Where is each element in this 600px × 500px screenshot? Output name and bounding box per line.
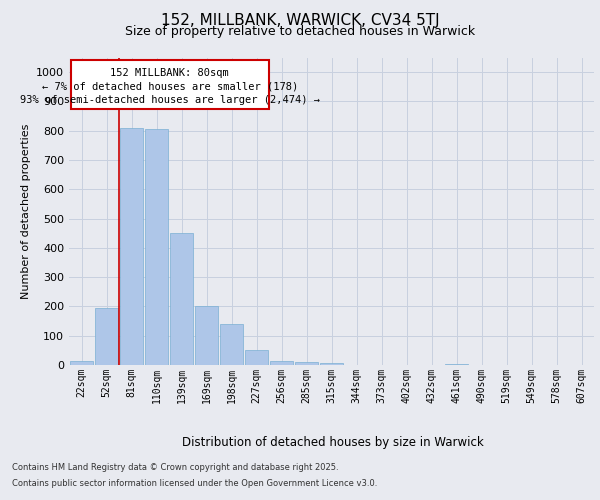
Bar — [95, 308, 118, 365]
Bar — [220, 324, 243, 365]
Text: ← 7% of detached houses are smaller (178): ← 7% of detached houses are smaller (178… — [41, 82, 298, 92]
Text: Distribution of detached houses by size in Warwick: Distribution of detached houses by size … — [182, 436, 484, 449]
Bar — [270, 360, 293, 365]
Y-axis label: Number of detached properties: Number of detached properties — [20, 124, 31, 299]
Text: Contains HM Land Registry data © Crown copyright and database right 2025.: Contains HM Land Registry data © Crown c… — [12, 464, 338, 472]
Text: 152 MILLBANK: 80sqm: 152 MILLBANK: 80sqm — [110, 68, 229, 78]
Bar — [70, 360, 93, 365]
Bar — [245, 350, 268, 365]
FancyBboxPatch shape — [71, 60, 269, 109]
Text: 93% of semi-detached houses are larger (2,474) →: 93% of semi-detached houses are larger (… — [20, 95, 320, 105]
Bar — [195, 306, 218, 365]
Bar — [320, 363, 343, 365]
Text: Size of property relative to detached houses in Warwick: Size of property relative to detached ho… — [125, 25, 475, 38]
Bar — [445, 364, 468, 365]
Bar — [120, 128, 143, 365]
Text: Contains public sector information licensed under the Open Government Licence v3: Contains public sector information licen… — [12, 478, 377, 488]
Bar — [145, 129, 168, 365]
Bar — [295, 362, 318, 365]
Text: 152, MILLBANK, WARWICK, CV34 5TJ: 152, MILLBANK, WARWICK, CV34 5TJ — [161, 12, 439, 28]
Bar — [170, 233, 193, 365]
